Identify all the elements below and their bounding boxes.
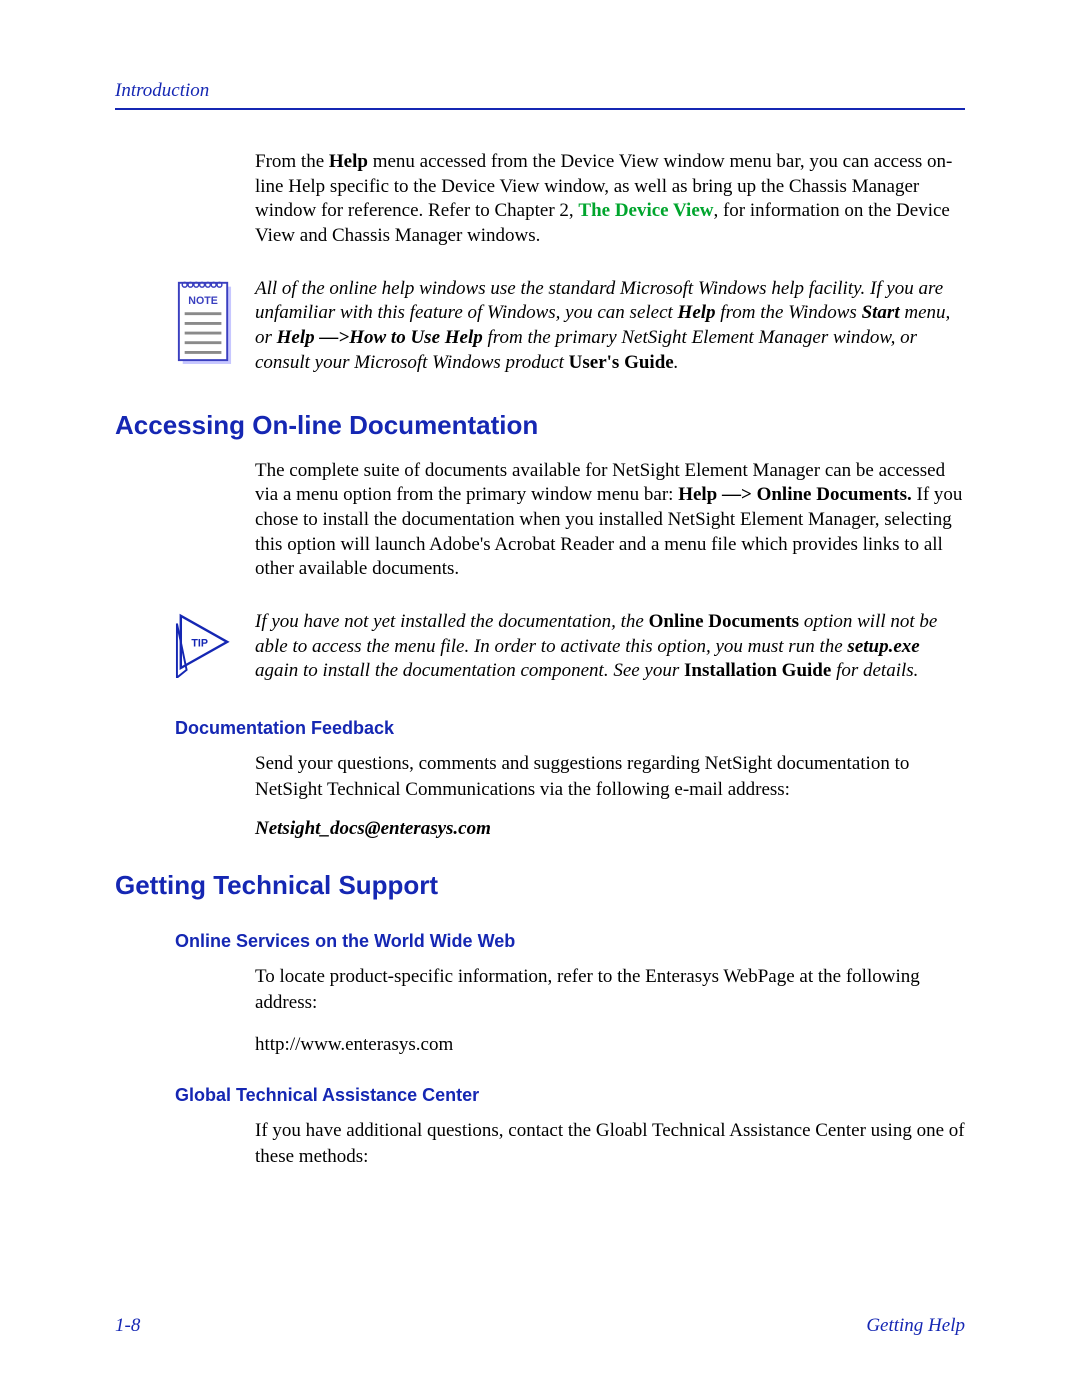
text: from the Windows bbox=[716, 302, 862, 323]
note-callout: NOTE All of the online help windows use … bbox=[175, 277, 965, 376]
running-header: Introduction bbox=[115, 80, 965, 102]
bold: User's Guide bbox=[569, 352, 674, 373]
link-device-view[interactable]: The Device View bbox=[578, 200, 713, 221]
text: From the bbox=[255, 151, 329, 172]
bold: setup.exe bbox=[847, 636, 919, 657]
text: If you have not yet installed the docume… bbox=[255, 611, 649, 632]
tip-label: TIP bbox=[191, 638, 208, 650]
footer: 1-8 Getting Help bbox=[115, 1315, 965, 1337]
bold-help: Help bbox=[329, 151, 368, 172]
text: for details. bbox=[831, 660, 918, 681]
text: again to install the documentation compo… bbox=[255, 660, 684, 681]
bold: Help —>How to Use Help bbox=[277, 327, 483, 348]
page: Introduction From the Help menu accessed… bbox=[0, 0, 1080, 1397]
heading-gtac: Global Technical Assistance Center bbox=[175, 1085, 965, 1106]
heading-online-services: Online Services on the World Wide Web bbox=[175, 931, 965, 952]
bold: Start bbox=[862, 302, 900, 323]
text: . bbox=[674, 352, 679, 373]
heading-accessing-online-docs: Accessing On-line Documentation bbox=[115, 410, 965, 441]
header-rule bbox=[115, 108, 965, 110]
note-label: NOTE bbox=[188, 295, 218, 307]
tip-icon: TIP bbox=[175, 610, 239, 678]
tip-callout: TIP If you have not yet installed the do… bbox=[175, 610, 965, 684]
bold: Help bbox=[678, 302, 716, 323]
heading-getting-technical-support: Getting Technical Support bbox=[115, 870, 965, 901]
url: http://www.enterasys.com bbox=[255, 1032, 965, 1058]
gtac-paragraph: If you have additional questions, contac… bbox=[255, 1118, 965, 1169]
tip-text: If you have not yet installed the docume… bbox=[255, 610, 965, 684]
access-paragraph: The complete suite of documents availabl… bbox=[255, 459, 965, 582]
heading-documentation-feedback: Documentation Feedback bbox=[175, 718, 965, 739]
bold: Online Documents bbox=[649, 611, 799, 632]
bold: Help —> Online Documents. bbox=[678, 484, 912, 505]
online-paragraph: To locate product-specific information, … bbox=[255, 964, 965, 1015]
intro-paragraph: From the Help menu accessed from the Dev… bbox=[255, 150, 965, 249]
note-icon: NOTE bbox=[175, 277, 239, 366]
page-number: 1-8 bbox=[115, 1315, 140, 1337]
footer-section: Getting Help bbox=[866, 1315, 965, 1337]
bold: Installation Guide bbox=[684, 660, 831, 681]
feedback-paragraph: Send your questions, comments and sugges… bbox=[255, 751, 965, 802]
note-text: All of the online help windows use the s… bbox=[255, 277, 965, 376]
feedback-email: Netsight_docs@enterasys.com bbox=[255, 818, 965, 840]
